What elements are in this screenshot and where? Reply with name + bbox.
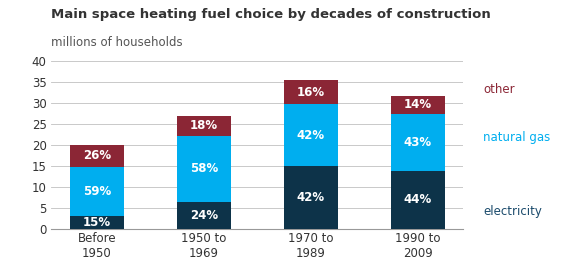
Bar [177,116,231,136]
Bar [284,80,337,104]
Text: 26%: 26% [83,150,111,162]
Bar [70,167,124,216]
Text: 16%: 16% [297,86,325,98]
Text: 14%: 14% [404,98,432,111]
Text: 42%: 42% [297,129,325,142]
Text: other: other [483,83,515,96]
Bar [70,145,124,167]
Text: Main space heating fuel choice by decades of construction: Main space heating fuel choice by decade… [51,8,491,21]
Bar [70,216,124,229]
Bar [284,104,337,166]
Bar [177,136,231,202]
Text: 18%: 18% [190,119,218,133]
Text: 58%: 58% [190,162,218,175]
Bar [177,202,231,229]
Text: natural gas: natural gas [483,131,551,144]
Bar [284,166,337,229]
Bar [391,96,444,114]
Text: 44%: 44% [404,193,432,206]
Bar [391,114,444,171]
Text: millions of households: millions of households [51,36,183,49]
Text: electricity: electricity [483,205,542,218]
Bar [391,171,444,229]
Text: 43%: 43% [404,136,432,149]
Text: 42%: 42% [297,191,325,204]
Text: 59%: 59% [83,185,111,198]
Text: 24%: 24% [190,209,218,222]
Text: 15%: 15% [83,216,111,229]
